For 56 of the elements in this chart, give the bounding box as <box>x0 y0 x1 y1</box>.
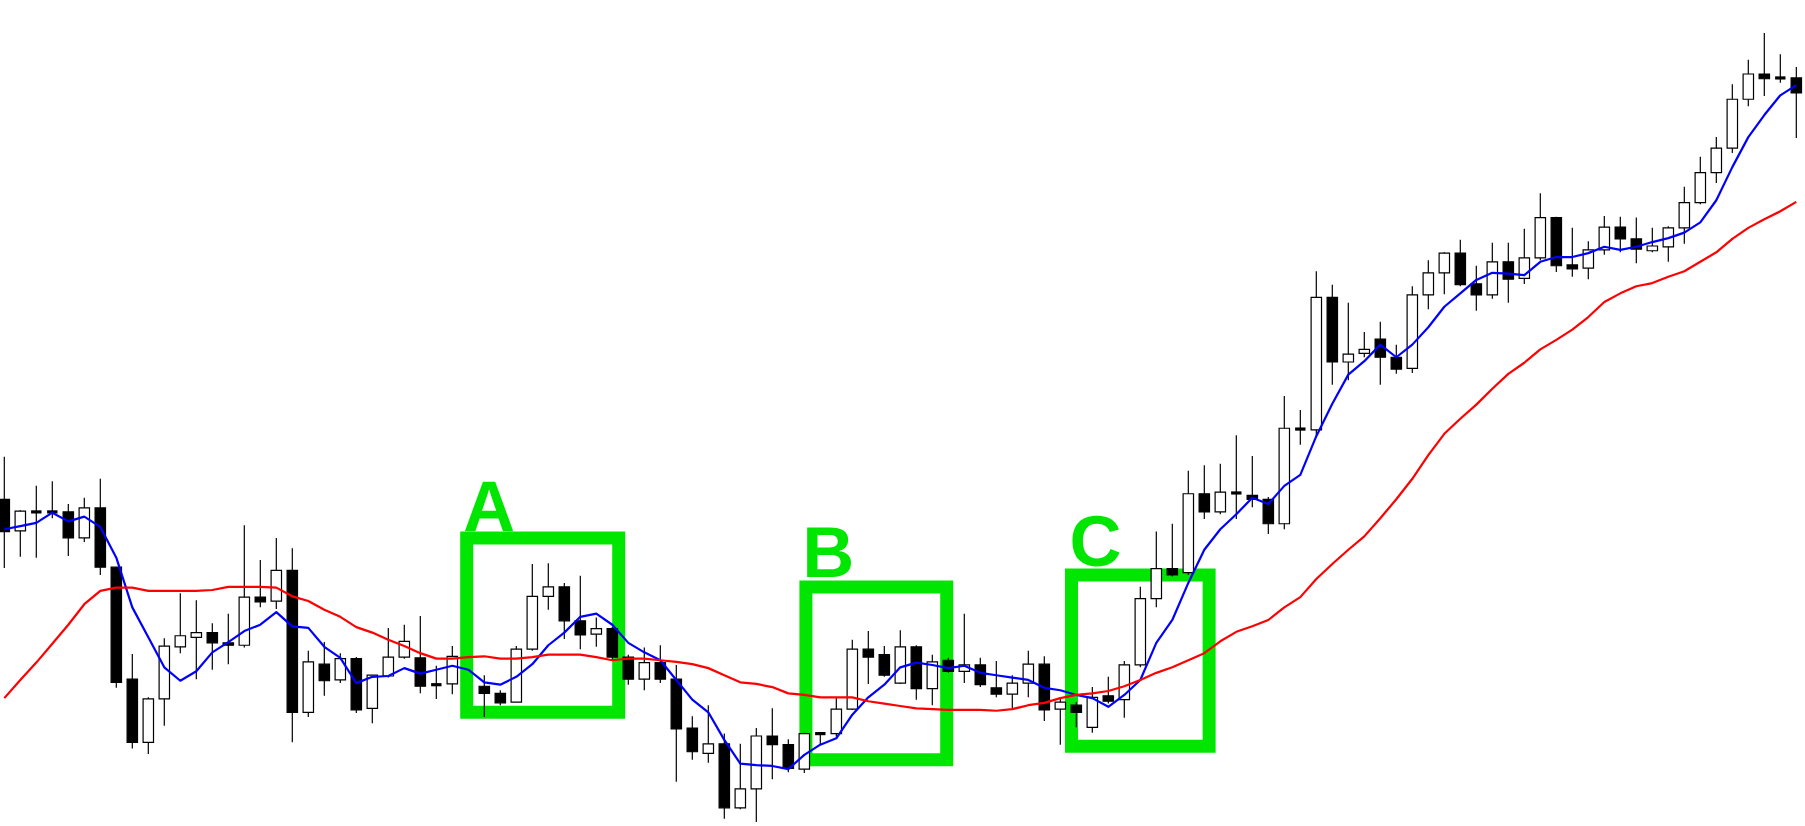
candlestick <box>1582 240 1595 280</box>
candlestick <box>1054 696 1067 746</box>
candlestick <box>31 485 42 559</box>
candlestick <box>1775 53 1786 84</box>
candlestick <box>1358 331 1371 358</box>
candlestick <box>590 617 603 648</box>
candlestick <box>654 644 667 684</box>
candlestick <box>1342 302 1355 381</box>
candlestick <box>862 630 875 685</box>
candlestick <box>574 575 587 650</box>
candlestick <box>782 738 795 773</box>
candlestick <box>1662 225 1675 263</box>
candlestick <box>638 647 651 691</box>
candlestick <box>1502 242 1515 304</box>
candlestick <box>174 592 187 654</box>
candlestick <box>14 509 27 558</box>
annotation: A <box>464 481 514 532</box>
candlestick <box>1518 228 1531 285</box>
annotation: C <box>1072 515 1120 567</box>
annotation: B <box>807 527 852 577</box>
candlestick <box>1758 32 1771 97</box>
candlestick <box>318 641 331 697</box>
candlestick <box>1422 259 1435 310</box>
candlestick <box>990 660 1003 698</box>
candlestick <box>1614 216 1627 253</box>
candlestick <box>254 559 267 608</box>
candlestick <box>1231 434 1242 520</box>
candlestick <box>702 704 715 764</box>
candlestick <box>1198 464 1211 520</box>
candlestick <box>1070 701 1083 728</box>
candlestick <box>206 622 219 671</box>
candlestick <box>878 645 891 678</box>
candlestick <box>1295 409 1306 446</box>
candlestick <box>478 674 491 718</box>
candlestick <box>1390 344 1403 375</box>
candlestick <box>1646 227 1659 253</box>
candlestick <box>1438 251 1451 295</box>
candlestick <box>190 599 203 680</box>
candlestick <box>734 743 747 810</box>
candlestick <box>1790 66 1803 139</box>
candlestick <box>686 715 699 761</box>
candlestick <box>382 627 395 679</box>
candlestick <box>622 654 635 686</box>
candlestick <box>334 652 347 684</box>
candlestick <box>1470 265 1483 312</box>
candlestick <box>47 480 58 519</box>
candlestick <box>431 665 442 700</box>
candlestick <box>1102 676 1115 705</box>
candlestick <box>1214 463 1227 515</box>
candlestick <box>1022 650 1035 698</box>
candlestick <box>1566 227 1579 278</box>
candlestick <box>1598 215 1611 256</box>
candlestick <box>1166 523 1179 578</box>
candlestick <box>766 707 779 780</box>
candlestick <box>542 562 555 611</box>
candlestick <box>1006 674 1019 711</box>
